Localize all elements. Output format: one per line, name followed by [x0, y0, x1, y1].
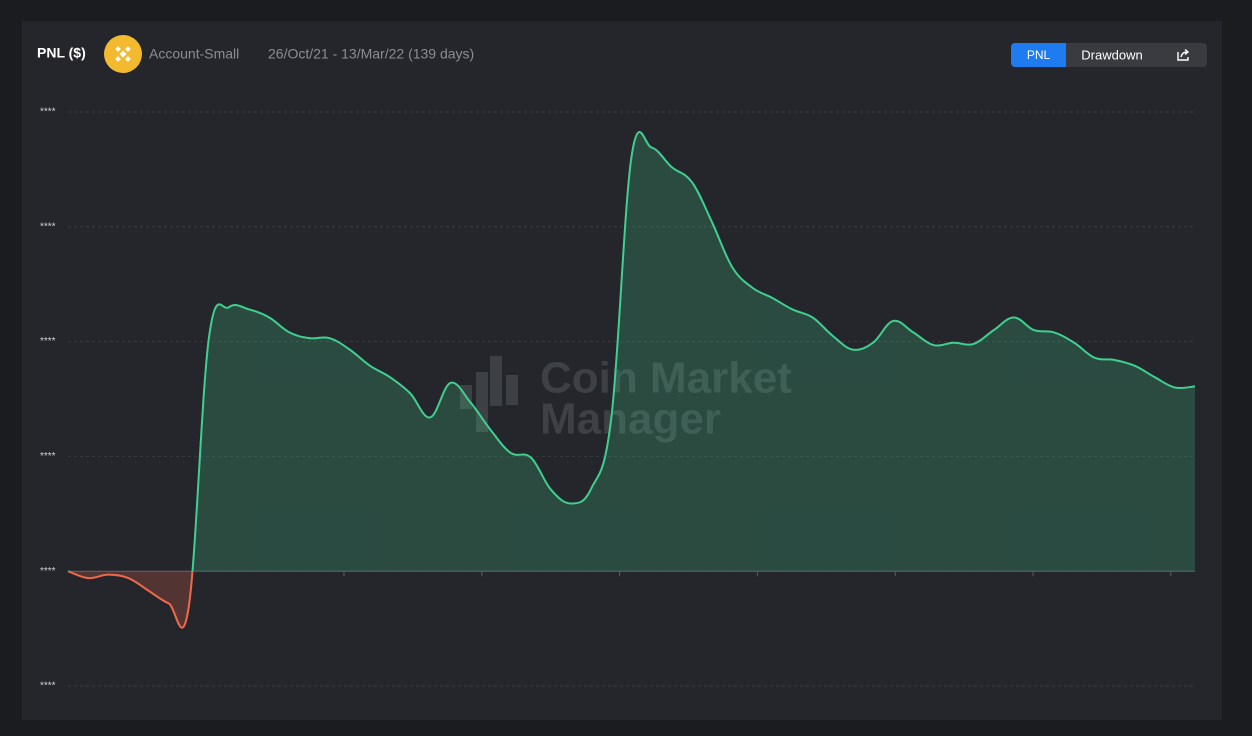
share-button[interactable]: [1177, 48, 1190, 61]
pnl-button-label[interactable]: PNL: [1027, 48, 1051, 62]
pnl-button[interactable]: [1011, 43, 1066, 67]
y-tick-label: ****: [40, 107, 56, 118]
pnl-area: [68, 132, 1195, 628]
exchange-logo: [104, 35, 142, 73]
y-tick-label: ****: [40, 681, 56, 692]
y-tick-label: ****: [40, 451, 56, 462]
y-tick-label: ****: [40, 336, 56, 347]
account-name: Account-Small: [149, 46, 239, 62]
drawdown-button[interactable]: Drawdown: [1081, 47, 1142, 62]
y-tick-label: ****: [40, 566, 56, 577]
pnl-line: [67, 131, 1196, 629]
y-tick-label: ****: [40, 221, 56, 232]
chart-title: PNL ($): [37, 45, 86, 61]
date-range: 26/Oct/21 - 13/Mar/22 (139 days): [268, 46, 474, 62]
